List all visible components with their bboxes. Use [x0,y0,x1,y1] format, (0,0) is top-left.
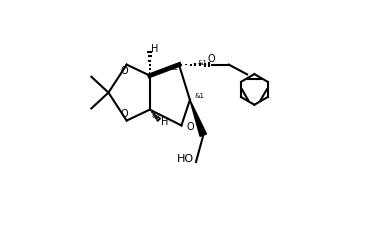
Text: O: O [186,122,194,132]
Text: &1: &1 [151,113,161,119]
Text: &1: &1 [194,92,204,98]
Text: O: O [121,109,129,120]
Text: O: O [121,66,129,76]
Text: &1: &1 [197,60,207,66]
Text: &1: &1 [168,65,178,71]
Text: H: H [151,44,158,54]
Text: HO: HO [176,154,194,165]
Text: O: O [208,54,216,64]
Polygon shape [190,100,207,136]
Text: H: H [161,117,168,127]
